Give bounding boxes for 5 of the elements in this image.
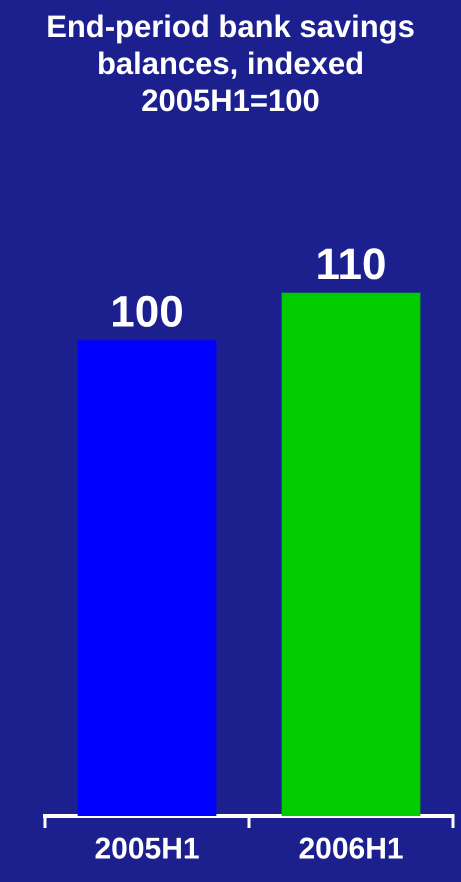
data-label: 100 xyxy=(110,287,184,336)
chart-title: End-period bank savings balances, indexed 2005H1=100 xyxy=(45,8,416,119)
x-tick-label: 2005H1 xyxy=(94,832,200,866)
data-label: 110 xyxy=(316,240,386,289)
x-tick-label: 2006H1 xyxy=(298,832,404,866)
